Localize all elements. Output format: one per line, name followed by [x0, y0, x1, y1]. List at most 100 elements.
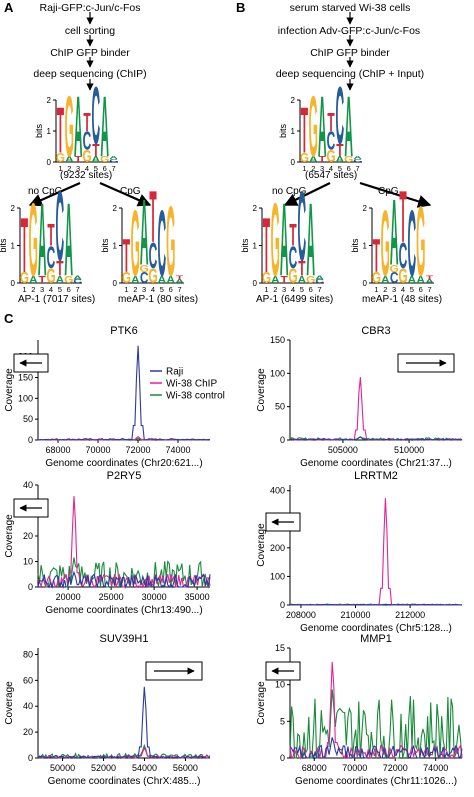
- logo-position-label: 7: [111, 164, 115, 173]
- logo-letter-a: A: [315, 275, 324, 281]
- coverage-chart-cbr3: CBR3 0 50 100 150 505000 510000 Genome coordina…: [256, 325, 463, 469]
- logo-letter-t: T: [38, 275, 45, 286]
- logo-letter-a: A: [280, 181, 289, 298]
- logo-ylabel: bits: [278, 124, 288, 139]
- y-tick-label: 100: [18, 393, 33, 403]
- logo-letter-g: G: [65, 79, 74, 176]
- logo-letter-t: T: [123, 231, 130, 283]
- x-axis-label: Genome coordinates (Chr21:37...): [300, 458, 452, 469]
- y-tick-label: 0: [28, 582, 33, 592]
- panel-b-left-logo-caption: AP-1 (6499 sites): [256, 294, 334, 305]
- logo-letter-c: C: [298, 171, 307, 282]
- x-tick-label: 208000: [286, 610, 316, 620]
- logo-letter-a: A: [166, 275, 175, 286]
- logo-position-label: 3: [392, 285, 396, 294]
- logo-position-label: 6: [103, 164, 107, 173]
- logo-letter-c: C: [92, 71, 101, 162]
- series-line-raji: [37, 570, 211, 589]
- x-tick-label: 35000: [185, 592, 210, 602]
- logo-letter-g: G: [262, 268, 271, 286]
- logo-letter-g: G: [100, 155, 109, 164]
- y-tick-label: 0: [280, 753, 285, 763]
- logo-ytick: 0: [253, 279, 258, 288]
- panel-a-letter: A: [4, 0, 14, 15]
- logo-letter-g: G: [309, 79, 318, 176]
- chart-title: LRRTM2: [354, 470, 398, 482]
- logo-position-label: 5: [338, 164, 342, 173]
- y-tick-label: 15: [275, 643, 285, 653]
- logo-ytick: 2: [363, 204, 368, 213]
- logo-letter-t: T: [318, 155, 326, 164]
- logo-position-label: 3: [320, 164, 324, 173]
- logo-letter-t: T: [149, 178, 156, 259]
- panel-b-step-4: deep sequencing (ChIP + Input): [275, 68, 425, 80]
- logo-letter-a: A: [353, 155, 362, 160]
- logo-position-label: 2: [67, 164, 71, 173]
- logo-ytick: 1: [291, 127, 296, 136]
- x-tick-label: 210000: [341, 610, 371, 620]
- x-tick-label: 52000: [91, 763, 116, 773]
- logo-letter-g: G: [29, 181, 38, 298]
- sequence-logos: 210bitsGT1AG2TA3GCT4ATC5GA6CA7210bitsGT1…: [0, 71, 434, 298]
- y-tick-label: 0: [28, 435, 33, 445]
- logo-position-label: 5: [58, 285, 62, 294]
- logo-letter-c: C: [140, 268, 149, 286]
- logo-position-label: 1: [374, 285, 378, 294]
- logo-letter-t: T: [21, 200, 28, 288]
- logo-letter-g: G: [64, 275, 74, 286]
- x-axis-label: Genome coordinates (Chr5:128...): [300, 623, 452, 634]
- panel-b-step-2: infection Adv-GFP:c-Jun/c-Fos: [277, 25, 421, 37]
- panel-b-main-logo-sites: (6547 sites): [305, 170, 358, 181]
- logo-letter-g: G: [389, 263, 399, 274]
- logo-letter-t: T: [373, 231, 380, 283]
- logo-letter-g: G: [326, 148, 335, 167]
- logo-letter-g: G: [416, 186, 425, 297]
- coverage-chart-ptk6: PTK605010015020068000700007200074000Geno…: [4, 325, 211, 469]
- y-axis-label: Coverage: [4, 368, 15, 412]
- panel-a-flow-arrows: [28, 12, 152, 207]
- logo-letter-c: C: [56, 171, 65, 282]
- coverage-chart-p2ry5: P2RY501020304020000250003000035000Genome…: [4, 470, 211, 616]
- logo-position-label: 4: [401, 285, 405, 294]
- coverage-chart-mmp1: MMP1 0 5 10 15 68000 70000 72000 74000 Genome coo…: [256, 633, 463, 787]
- x-tick-label: 70000: [85, 445, 110, 455]
- x-tick-label: 505000: [328, 445, 358, 455]
- logo-ylabel: bits: [100, 238, 110, 253]
- logo-ytick: 1: [47, 127, 52, 136]
- logo-letter-g: G: [288, 265, 297, 288]
- logo-position-label: 6: [309, 285, 313, 294]
- y-axis-label: Coverage: [4, 514, 15, 558]
- logo-position-label: 1: [124, 285, 128, 294]
- x-axis-label: Genome coordinates (Chr20:621...): [45, 458, 202, 469]
- x-tick-label: 212000: [395, 610, 425, 620]
- logo-letter-g: G: [381, 193, 390, 297]
- logo-letter-a: A: [100, 79, 109, 176]
- panel-a-branch-left-label: no CpG: [28, 186, 63, 197]
- x-tick-label: 74000: [423, 763, 448, 773]
- logo-ylabel: bits: [34, 124, 44, 139]
- logo-letter-t: T: [57, 94, 64, 166]
- x-tick-label: 70000: [342, 763, 367, 773]
- logo-position-label: 4: [151, 285, 155, 294]
- logo-letter-c: C: [158, 193, 167, 297]
- logo-position-label: 3: [40, 285, 44, 294]
- logo-position-label: 1: [58, 164, 62, 173]
- panel-a-main-logo-sites: (9232 sites): [60, 170, 113, 181]
- y-tick-label: 0: [280, 600, 285, 610]
- logo-position-label: 7: [355, 164, 359, 173]
- x-tick-label: 25000: [99, 592, 124, 602]
- logo-letter-g: G: [46, 265, 55, 288]
- y-tick-label: 5: [280, 716, 285, 726]
- logo-letter-c: C: [47, 242, 56, 276]
- logo-position-label: 1: [302, 164, 306, 173]
- logo-letter-a: A: [408, 275, 417, 286]
- logo-ylabel: bits: [240, 238, 250, 253]
- logo-letter-a: A: [92, 155, 101, 164]
- logo-ytick: 0: [363, 279, 368, 288]
- chart-title: MMP1: [360, 633, 392, 645]
- logo-ytick: 2: [291, 96, 296, 105]
